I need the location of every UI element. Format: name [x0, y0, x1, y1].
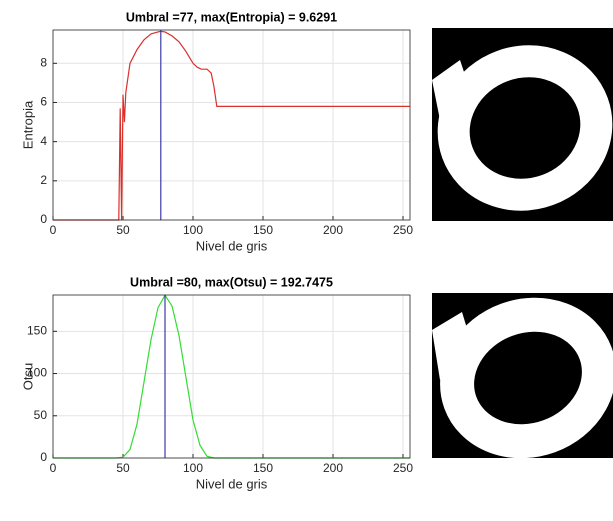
x-axis-label: Nivel de gris	[196, 238, 268, 253]
y-tick-label: 0	[40, 450, 47, 464]
chart-title: Umbral =80, max(Otsu) = 192.7475	[130, 275, 333, 289]
x-tick-label: 50	[116, 461, 130, 475]
binary-image	[432, 293, 613, 459]
data-line	[53, 30, 410, 221]
x-tick-label: 150	[253, 461, 273, 475]
x-tick-label: 200	[323, 223, 343, 237]
y-axis-label: Entropia	[20, 100, 35, 149]
y-tick-label: 2	[40, 173, 47, 187]
axes-background	[53, 30, 410, 220]
y-tick-label: 6	[40, 95, 47, 109]
x-tick-label: 100	[183, 461, 203, 475]
x-tick-label: 0	[50, 461, 57, 475]
x-tick-label: 50	[116, 223, 130, 237]
x-tick-label: 100	[183, 223, 203, 237]
x-tick-label: 150	[253, 223, 273, 237]
y-tick-label: 4	[40, 134, 47, 148]
x-axis-label: Nivel de gris	[196, 476, 268, 491]
binary-image	[432, 28, 613, 221]
axes-background	[53, 295, 410, 458]
x-tick-label: 250	[393, 461, 413, 475]
y-tick-label: 150	[27, 323, 47, 337]
axes-box	[52, 294, 411, 459]
chart-title: Umbral =77, max(Entropia) = 9.6291	[126, 10, 337, 24]
y-axis-label: Otsu	[20, 363, 35, 390]
y-tick-label: 100	[27, 366, 47, 380]
y-tick-label: 8	[40, 55, 47, 69]
x-tick-label: 250	[393, 223, 413, 237]
x-tick-label: 200	[323, 461, 343, 475]
axes-box	[52, 29, 411, 221]
x-tick-label: 0	[50, 223, 57, 237]
y-tick-label: 50	[34, 408, 48, 422]
y-tick-label: 0	[40, 212, 47, 226]
